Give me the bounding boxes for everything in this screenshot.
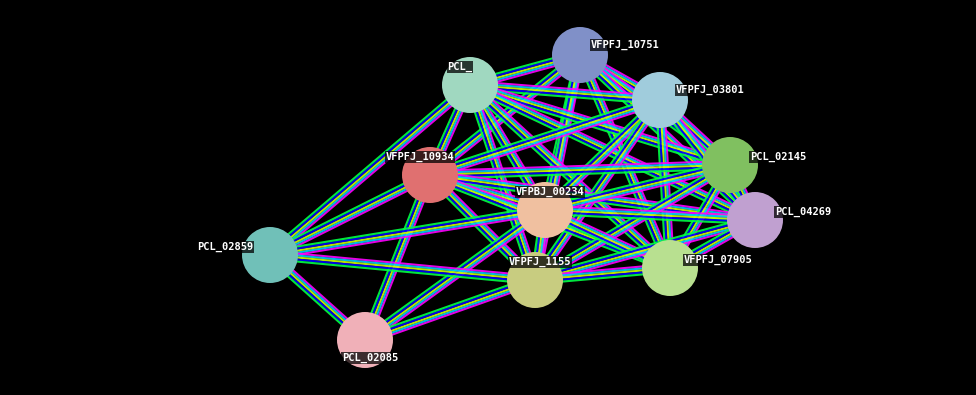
Circle shape: [642, 240, 698, 296]
Text: PCL_: PCL_: [448, 62, 472, 72]
Circle shape: [632, 72, 688, 128]
Text: VFPFJ_10751: VFPFJ_10751: [590, 40, 660, 50]
Text: PCL_02859: PCL_02859: [197, 242, 253, 252]
Text: PCL_02145: PCL_02145: [750, 152, 806, 162]
Text: VFPBJ_00234: VFPBJ_00234: [515, 187, 585, 197]
Circle shape: [402, 147, 458, 203]
Text: VFPFJ_07905: VFPFJ_07905: [683, 255, 752, 265]
Circle shape: [337, 312, 393, 368]
Circle shape: [727, 192, 783, 248]
Circle shape: [242, 227, 298, 283]
Circle shape: [552, 27, 608, 83]
Text: VFPFJ_1155: VFPFJ_1155: [508, 257, 571, 267]
Circle shape: [702, 137, 758, 193]
Text: VFPFJ_03801: VFPFJ_03801: [675, 85, 745, 95]
Circle shape: [517, 182, 573, 238]
Text: PCL_02085: PCL_02085: [342, 353, 398, 363]
Circle shape: [442, 57, 498, 113]
Circle shape: [507, 252, 563, 308]
Text: VFPFJ_10934: VFPFJ_10934: [386, 152, 455, 162]
Text: PCL_04269: PCL_04269: [775, 207, 832, 217]
